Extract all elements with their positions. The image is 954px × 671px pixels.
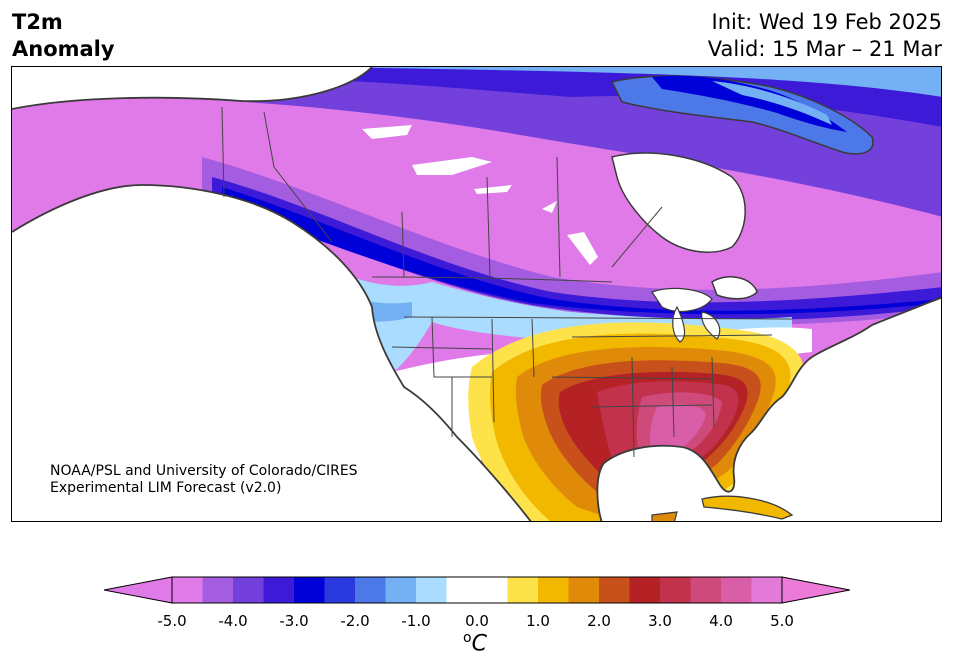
colorbar-tick-label: 1.0 xyxy=(526,612,550,630)
credit-line-2: Experimental LIM Forecast (v2.0) xyxy=(50,480,281,496)
colorbar-segment xyxy=(507,577,539,603)
colorbar-segment xyxy=(355,577,386,603)
colorbar-segment xyxy=(324,577,356,603)
credit-line-1: NOAA/PSL and University of Colorado/CIRE… xyxy=(50,463,358,479)
units-label: oC xyxy=(463,630,487,656)
political-borders xyxy=(221,106,793,458)
colorbar-segment xyxy=(751,577,783,603)
colorbar-segments xyxy=(172,577,783,603)
colorbar-segment xyxy=(416,577,447,603)
temperature-anomaly-fill xyxy=(12,67,941,521)
units-degree: o xyxy=(463,630,472,646)
colorbar-segment xyxy=(568,577,600,603)
colorbar-tick-label: -4.0 xyxy=(218,612,248,630)
units-letter: C xyxy=(471,631,487,657)
colorbar-tick-label: -1.0 xyxy=(401,612,431,630)
colorbar-tick-label: -5.0 xyxy=(157,612,187,630)
colorbar-tick-label: 5.0 xyxy=(770,612,794,630)
colorbar-tick-label: 4.0 xyxy=(709,612,733,630)
forecast-dates: Init: Wed 19 Feb 2025 Valid: 15 Mar – 21… xyxy=(708,9,942,63)
colorbar-segment xyxy=(446,577,478,603)
init-date: Init: Wed 19 Feb 2025 xyxy=(711,10,942,34)
colorbar-segment xyxy=(721,577,752,603)
colorbar-segment xyxy=(294,577,325,603)
colorbar-tick-label: 2.0 xyxy=(587,612,611,630)
colorbar-segment xyxy=(385,577,417,603)
colorbar-segment xyxy=(538,577,569,603)
colorbar-tick-label: -2.0 xyxy=(340,612,370,630)
colorbar-segment xyxy=(599,577,630,603)
map-title: T2m Anomaly xyxy=(12,9,115,63)
colorbar-outline xyxy=(171,576,783,604)
colorbar-segment xyxy=(233,577,264,603)
colorbar-under-arrow xyxy=(104,576,173,604)
colorbar-segment xyxy=(629,577,661,603)
colorbar-over-arrow xyxy=(781,576,850,604)
colorbar-tick-label: -3.0 xyxy=(279,612,309,630)
colorbar-segment xyxy=(263,577,295,603)
colorbar-segment xyxy=(202,577,234,603)
title-line-1: T2m xyxy=(12,10,63,34)
colorbar-tick-label: 3.0 xyxy=(648,612,672,630)
colorbar-segment xyxy=(172,577,203,603)
colorbar-tick-label: 0.0 xyxy=(465,612,489,630)
valid-range: Valid: 15 Mar – 21 Mar xyxy=(707,37,942,61)
title-line-2: Anomaly xyxy=(12,37,115,61)
anomaly-map: NOAA/PSL and University of Colorado/CIRE… xyxy=(12,67,941,521)
colorbar-segment xyxy=(690,577,722,603)
colorbar-segment xyxy=(477,577,508,603)
map-panel: NOAA/PSL and University of Colorado/CIRE… xyxy=(11,66,942,522)
colorbar-segment xyxy=(660,577,691,603)
colorbar xyxy=(104,576,850,604)
